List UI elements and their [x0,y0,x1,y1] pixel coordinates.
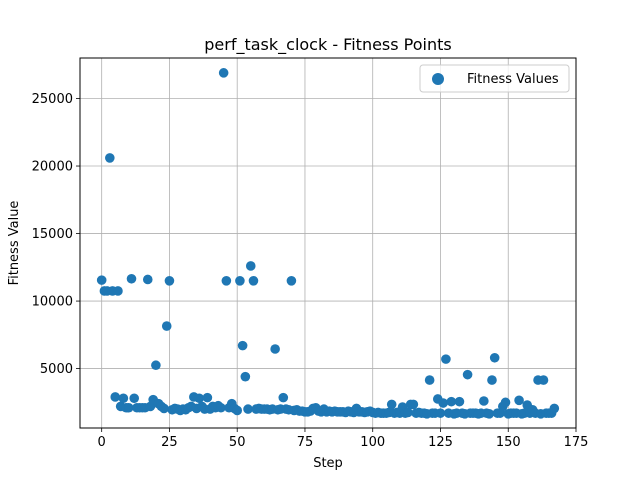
x-tick-label: 25 [161,435,178,450]
data-point [286,276,297,286]
y-tick-label: 25000 [32,92,73,107]
data-point [243,404,253,414]
legend: Fitness Values [419,64,570,93]
data-point [237,340,248,351]
data-point [232,405,243,416]
data-point [240,371,251,382]
x-tick-label: 125 [428,435,453,450]
x-tick-label: 0 [98,435,106,450]
data-point [216,402,226,413]
y-axis-label: Fitness Value [7,201,22,286]
data-point [408,399,419,410]
data-point [218,68,229,78]
data-point [489,352,500,363]
data-point [151,360,161,371]
data-point [484,409,495,419]
data-point [110,392,121,402]
chart-title: perf_task_clock - Fitness Points [204,35,452,55]
data-point [235,276,245,286]
data-point [142,274,153,285]
data-point [159,403,169,414]
x-tick-label: 75 [297,435,314,450]
data-point [487,375,497,385]
data-point [446,396,457,407]
legend-label: Fitness Values [467,72,559,87]
data-point [270,344,280,354]
x-tick-label: 150 [496,435,521,450]
data-point [123,402,134,413]
legend-marker [432,73,444,85]
data-point [538,375,549,385]
y-tick-label: 10000 [32,295,73,310]
data-point [462,369,473,380]
data-point [221,276,232,286]
data-point [386,399,397,410]
data-point [161,321,172,331]
plot-frame [79,57,577,429]
data-point [129,393,140,404]
x-tick-label: 175 [564,435,589,450]
data-point [126,273,137,284]
data-point [435,408,446,418]
y-tick-label: 15000 [32,227,73,242]
x-axis-ticks: 0 25 50 75 100 125 150 175 [98,428,589,450]
data-points [96,68,560,419]
data-point [96,275,107,285]
data-point [202,392,213,403]
data-point [248,276,259,286]
data-point [113,286,123,296]
data-point [514,395,524,406]
data-point [118,393,129,404]
data-point [164,276,175,286]
data-point [441,354,451,364]
data-point [105,153,115,163]
data-point [479,396,489,406]
x-axis-label: Step [313,456,343,471]
data-point [403,407,413,418]
y-tick-label: 20000 [32,160,73,175]
legend-box [419,64,570,93]
data-point [549,403,560,414]
data-point [500,397,511,408]
data-point [278,392,289,403]
data-point [245,261,256,271]
data-point [438,398,448,408]
data-point [454,396,465,407]
y-axis-ticks: 5000 10000 15000 20000 25000 [32,92,80,377]
data-point [424,375,435,385]
data-point [194,393,205,404]
y-tick-label: 5000 [40,362,73,377]
x-tick-label: 50 [229,435,246,450]
x-tick-label: 100 [360,435,385,450]
